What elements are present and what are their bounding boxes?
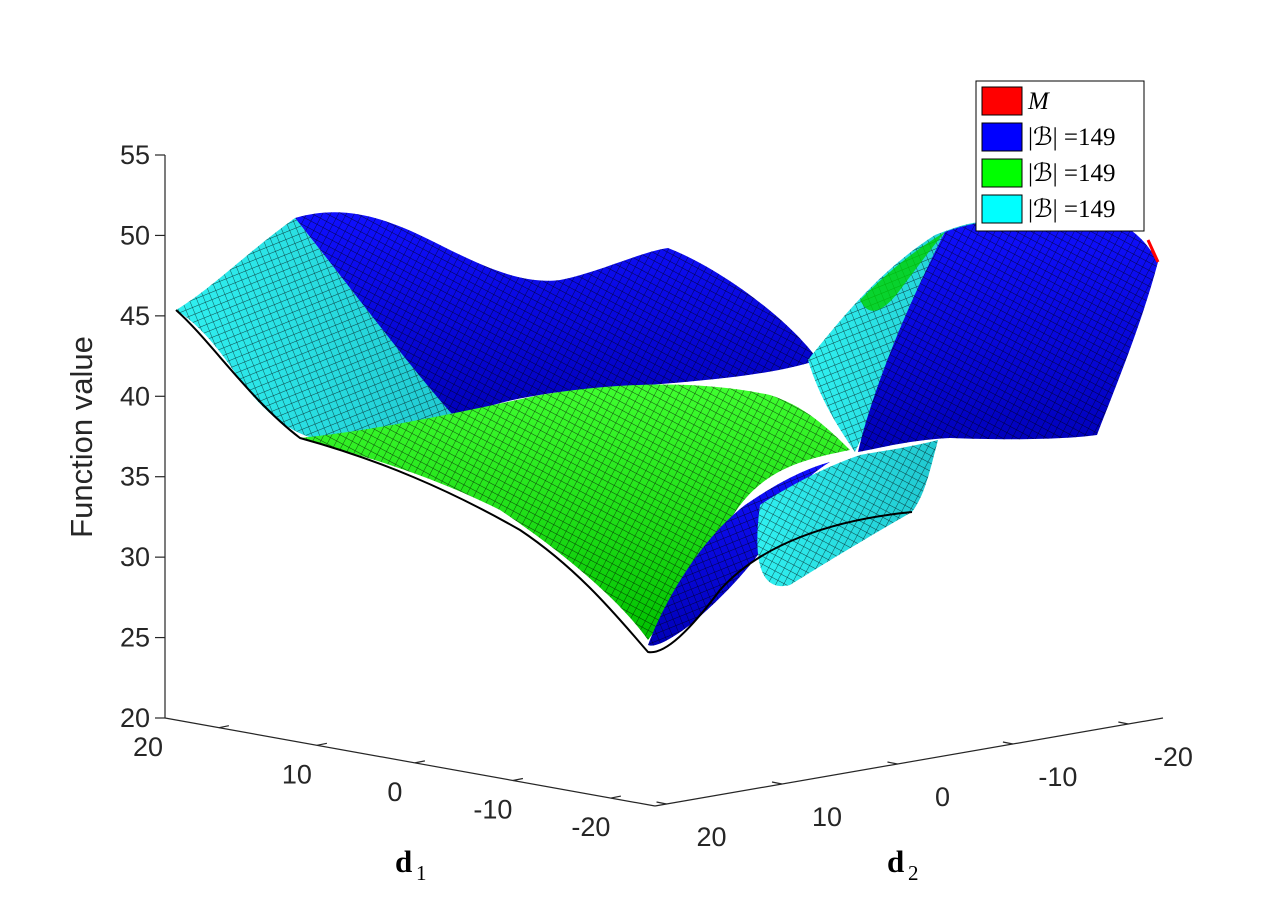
z-axis-ticks: 20 25 30 35 40 45 50 55 <box>120 140 165 733</box>
d2-tick-mark <box>887 761 898 765</box>
svg-text:d: d <box>887 844 904 879</box>
d1-tick-mark <box>218 725 230 729</box>
d2-tick-label: 20 <box>697 822 727 852</box>
d1-tick-label: -10 <box>473 794 512 824</box>
z-tick-label: 35 <box>120 462 150 492</box>
d1-tick-mark <box>414 760 426 764</box>
d2-tick-mark <box>1002 741 1014 745</box>
svg-text:d: d <box>395 844 412 879</box>
d1-tick-mark <box>610 795 622 799</box>
d2-tick-mark <box>1118 721 1129 725</box>
d2-tick-label: 0 <box>935 782 950 812</box>
d2-axis-label: d 2 <box>887 844 919 885</box>
legend-label: |ℬ| =149 <box>1028 160 1116 187</box>
d2-tick-mark <box>656 801 667 805</box>
z-tick-label: 30 <box>120 542 150 572</box>
legend-swatch <box>981 86 1023 116</box>
svg-text:1: 1 <box>416 861 427 885</box>
d1-tick-label: 10 <box>282 759 312 789</box>
axes <box>164 155 1164 807</box>
legend-label: |ℬ| =149 <box>1028 196 1116 223</box>
svg-text:2: 2 <box>908 861 919 885</box>
z-axis-label: Function value <box>64 336 99 538</box>
d2-axis-ticks: 20 10 0 -10 -20 <box>656 721 1193 852</box>
d1-tick-label: -20 <box>571 812 610 842</box>
z-tick-label: 50 <box>120 220 150 250</box>
d1-tick-label: 0 <box>387 777 402 807</box>
z-tick-label: 20 <box>120 703 150 733</box>
surface-mesh <box>175 212 1160 654</box>
d1-tick-mark <box>512 777 524 782</box>
d2-tick-label: 10 <box>812 802 842 832</box>
z-tick-label: 45 <box>120 301 150 331</box>
legend-swatch <box>981 122 1023 152</box>
d2-tick-label: -10 <box>1038 762 1077 792</box>
d1-axis-ticks: 20 10 0 -10 -20 <box>133 725 622 842</box>
z-tick-label: 25 <box>120 623 150 653</box>
legend-label: |ℬ| =149 <box>1028 124 1116 151</box>
d1-tick-mark <box>316 742 328 746</box>
d1-axis-label: d 1 <box>395 844 427 885</box>
legend-swatch <box>981 194 1023 224</box>
d2-tick-mark <box>771 781 783 785</box>
d1-tick-label: 20 <box>133 732 163 762</box>
z-tick-label: 40 <box>120 381 150 411</box>
d2-tick-label: -20 <box>1154 742 1193 772</box>
legend: M |ℬ| =149 |ℬ| =149 |ℬ| =149 <box>975 80 1145 232</box>
legend-label: M <box>1027 88 1050 115</box>
legend-swatch <box>981 158 1023 188</box>
z-tick-label: 55 <box>120 140 150 170</box>
